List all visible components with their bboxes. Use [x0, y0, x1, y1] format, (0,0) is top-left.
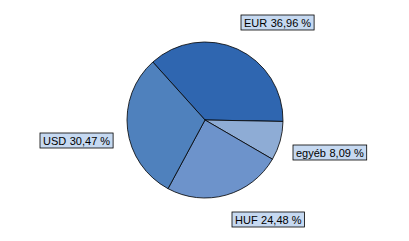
value-label: 36,96 % [271, 17, 312, 29]
value-label: 24,48 % [261, 214, 302, 226]
chart: EUR 36,96 % egyéb8,09 % HUF24,48 % USD 30,47 … [0, 0, 409, 241]
data-label: EUR 36,96 % [241, 15, 314, 30]
category-label: HUF [235, 214, 258, 226]
label-text: EUR 36,96 % [244, 17, 311, 29]
label-text: HUF24,48 % [235, 214, 302, 226]
category-label: USD [43, 135, 66, 147]
value-label: 8,09 % [329, 147, 363, 159]
label-box [241, 15, 314, 30]
label-text: egyéb8,09 % [296, 147, 364, 159]
category-label: egyéb [296, 147, 326, 159]
label-box [232, 212, 305, 227]
data-label: HUF24,48 % [232, 212, 305, 227]
category-label: EUR [244, 17, 267, 29]
value-label: 30,47 % [70, 135, 111, 147]
slices [127, 42, 283, 198]
label-box [293, 145, 367, 160]
label-box [40, 133, 113, 148]
pie-slice [127, 62, 205, 189]
data-label: USD 30,47 % [40, 133, 113, 148]
data-labels: EUR 36,96 % egyéb8,09 % HUF24,48 % USD 30,47 … [40, 15, 367, 227]
data-label: egyéb8,09 % [293, 145, 367, 160]
label-text: USD 30,47 % [43, 135, 110, 147]
